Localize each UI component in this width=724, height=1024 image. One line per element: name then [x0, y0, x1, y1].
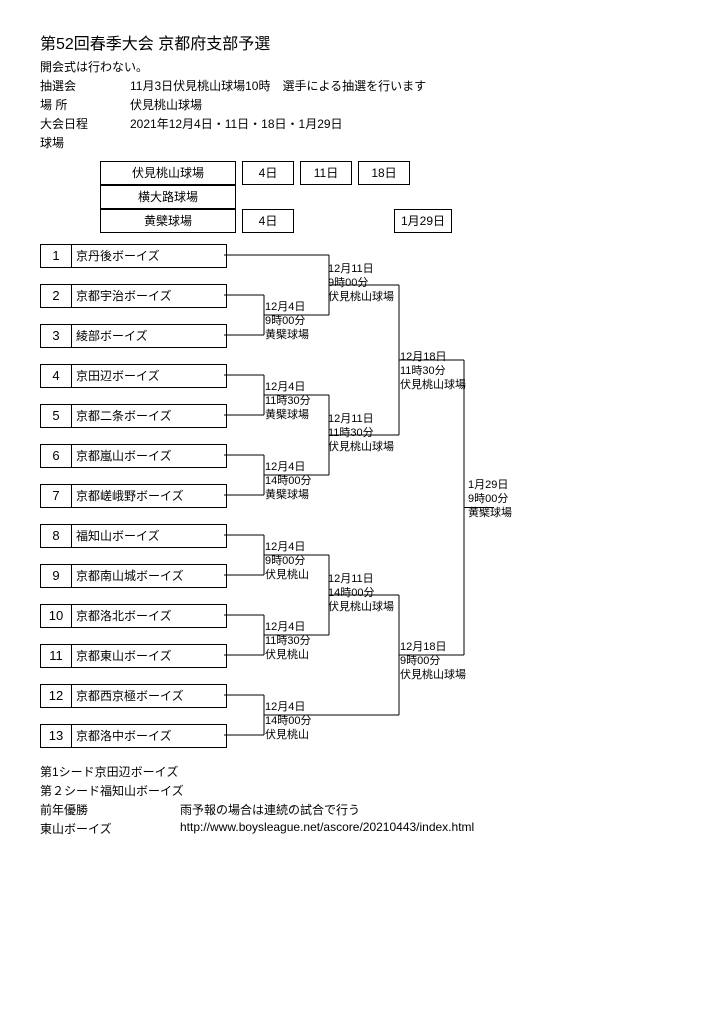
team-name-box: 京都嵯峨野ボーイズ — [72, 484, 227, 508]
seed-box: 3 — [40, 324, 72, 348]
date-box: 4日 — [242, 161, 294, 185]
seed-box: 10 — [40, 604, 72, 628]
match-label: 12月4日14時00分伏見桃山 — [265, 701, 311, 742]
team-name-box: 京都南山城ボーイズ — [72, 564, 227, 588]
date-box: 4日 — [242, 209, 294, 233]
match-label: 12月4日9時00分黄檗球場 — [265, 301, 309, 342]
team-name-box: 綾部ボーイズ — [72, 324, 227, 348]
team-name-box: 京都洛北ボーイズ — [72, 604, 227, 628]
match-label: 12月4日14時00分黄檗球場 — [265, 461, 311, 502]
match-label: 12月4日11時30分黄檗球場 — [265, 381, 311, 422]
header-info-row: 大会日程2021年12月4日・11日・18日・1月29日 — [40, 115, 684, 132]
venue-box: 黄檗球場 — [100, 209, 236, 233]
seed-box: 8 — [40, 524, 72, 548]
match-label: 12月18日9時00分伏見桃山球場 — [400, 641, 466, 682]
score-url: http://www.boysleague.net/ascore/2021044… — [180, 820, 474, 837]
seed-box: 5 — [40, 404, 72, 428]
team-name-box: 京都宇治ボーイズ — [72, 284, 227, 308]
seed-box: 13 — [40, 724, 72, 748]
header-info-row: 抽選会11月3日伏見桃山球場10時 選手による抽選を行います — [40, 77, 684, 94]
venue-row: 横大路球場 — [40, 185, 684, 209]
venue-dates: 伏見桃山球場4日11日18日横大路球場黄檗球場4日1月29日 — [40, 161, 684, 233]
match-label: 12月4日11時30分伏見桃山 — [265, 621, 311, 662]
prev-winner-team: 東山ボーイズ — [40, 820, 180, 837]
seed-box: 6 — [40, 444, 72, 468]
venue-box: 伏見桃山球場 — [100, 161, 236, 185]
page-title: 第52回春季大会 京都府支部予選 — [40, 30, 684, 54]
rain-note: 雨予報の場合は連続の試合で行う — [180, 801, 360, 818]
match-label: 1月29日9時00分黄檗球場 — [468, 479, 512, 520]
header-info-row: 場 所伏見桃山球場 — [40, 96, 684, 113]
date-box: 18日 — [358, 161, 410, 185]
team-name-box: 京都洛中ボーイズ — [72, 724, 227, 748]
seed-box: 7 — [40, 484, 72, 508]
header-note: 開会式は行わない。 — [40, 58, 684, 75]
final-date-box: 1月29日 — [394, 209, 452, 233]
seed-box: 12 — [40, 684, 72, 708]
team-name-box: 京都西京極ボーイズ — [72, 684, 227, 708]
seed2-note: 第２シード福知山ボーイズ — [40, 782, 684, 799]
venue-row: 伏見桃山球場4日11日18日 — [40, 161, 684, 185]
venue-box: 横大路球場 — [100, 185, 236, 209]
seed-box: 4 — [40, 364, 72, 388]
seed-box: 2 — [40, 284, 72, 308]
match-label: 12月18日11時30分伏見桃山球場 — [400, 351, 466, 392]
match-label: 12月11日14時00分伏見桃山球場 — [328, 573, 394, 614]
team-name-box: 京都嵐山ボーイズ — [72, 444, 227, 468]
bracket: 1京丹後ボーイズ2京都宇治ボーイズ3綾部ボーイズ4京田辺ボーイズ5京都二条ボーイ… — [40, 243, 684, 749]
match-label: 12月4日9時00分伏見桃山 — [265, 541, 309, 582]
seed-box: 11 — [40, 644, 72, 668]
seed-box: 9 — [40, 564, 72, 588]
team-name-box: 京都二条ボーイズ — [72, 404, 227, 428]
seed-box: 1 — [40, 244, 72, 268]
match-label: 12月11日9時00分伏見桃山球場 — [328, 263, 394, 304]
date-box: 11日 — [300, 161, 352, 185]
team-name-box: 京丹後ボーイズ — [72, 244, 227, 268]
match-label: 12月11日11時30分伏見桃山球場 — [328, 413, 394, 454]
team-name-box: 京都東山ボーイズ — [72, 644, 227, 668]
venue-row: 黄檗球場4日 1月29日 — [40, 209, 684, 233]
header-info-row: 球場 — [40, 134, 684, 151]
prev-winner-label: 前年優勝 — [40, 801, 180, 818]
team-name-box: 京田辺ボーイズ — [72, 364, 227, 388]
team-name-box: 福知山ボーイズ — [72, 524, 227, 548]
